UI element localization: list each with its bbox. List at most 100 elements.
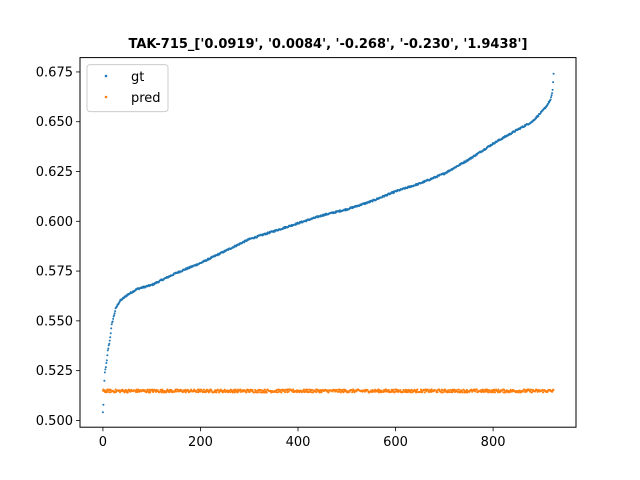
pred-point	[215, 391, 218, 394]
pred-point	[239, 388, 242, 391]
gt-point	[107, 347, 110, 350]
pred-point	[334, 390, 337, 393]
pred-point	[352, 388, 355, 391]
pred-point	[394, 390, 397, 393]
pred-point	[355, 390, 358, 393]
gt-point	[105, 362, 108, 365]
pred-point	[326, 389, 329, 392]
pred-point	[494, 391, 497, 394]
pred-point	[251, 389, 254, 392]
gt-point	[112, 317, 115, 320]
gt-point	[105, 359, 108, 362]
gt-point	[371, 200, 374, 203]
gt-point	[551, 88, 554, 91]
x-axis: 0 200 400 600 800	[99, 427, 506, 450]
pred-point	[199, 390, 202, 393]
pred-point	[486, 388, 489, 391]
pred-point	[530, 388, 533, 391]
gt-point	[546, 104, 549, 107]
pred-point	[392, 388, 395, 391]
pred-point	[287, 390, 290, 393]
gt-point	[552, 72, 555, 75]
gt-point	[101, 411, 104, 414]
pred-point	[542, 391, 545, 394]
pred-point	[409, 391, 412, 394]
pred-point	[438, 388, 441, 391]
pred-point	[108, 391, 111, 394]
gt-point	[256, 236, 259, 239]
gt-point	[108, 342, 111, 345]
pred-point	[286, 388, 289, 391]
gt-point	[539, 112, 542, 115]
gt-point	[549, 98, 552, 101]
pred-point	[447, 389, 450, 392]
pred-point	[312, 391, 315, 394]
pred-point	[331, 390, 334, 393]
gt-point	[114, 310, 117, 313]
pred-point	[474, 390, 477, 393]
pred-point	[126, 391, 129, 394]
gt-point	[102, 403, 105, 406]
x-tick-label: 800	[481, 435, 506, 450]
pred-point	[221, 391, 224, 394]
pred-point	[308, 388, 311, 391]
gt-point	[537, 114, 540, 117]
y-axis: 0.500 0.525 0.550 0.575 0.600 0.625 0.650 0.675	[36, 65, 80, 429]
x-tick-label: 0	[99, 435, 107, 450]
pred-point	[106, 390, 109, 393]
pred-point	[197, 391, 200, 394]
pred-point	[202, 388, 205, 391]
gt-point	[107, 344, 110, 347]
pred-point	[423, 391, 426, 394]
pred-point	[320, 391, 323, 394]
pred-point	[135, 388, 138, 391]
y-tick-label: 0.675	[36, 65, 73, 80]
gt-point	[104, 368, 107, 371]
legend-label-gt: gt	[131, 70, 144, 85]
pred-point	[421, 391, 424, 393]
pred-point	[440, 391, 443, 394]
gt-point	[551, 92, 554, 95]
legend-marker-pred	[104, 95, 108, 99]
gt-point	[103, 371, 106, 374]
gt-point	[550, 94, 553, 97]
pred-point	[280, 391, 283, 394]
pred-point	[265, 391, 268, 394]
gt-point	[103, 379, 106, 382]
pred-point	[342, 390, 345, 393]
pred-point	[302, 388, 305, 391]
legend-label-pred: pred	[131, 91, 161, 106]
gt-point	[109, 332, 112, 335]
gt-point	[547, 102, 550, 105]
pred-point	[327, 391, 330, 394]
y-tick-label: 0.500	[36, 414, 73, 429]
pred-point	[401, 391, 404, 394]
pred-point	[143, 389, 146, 392]
pred-point	[122, 389, 125, 392]
pred-point	[552, 389, 555, 392]
pred-point	[229, 391, 232, 394]
pred-point	[284, 391, 287, 394]
pred-point	[385, 388, 388, 391]
gt-point	[106, 354, 109, 357]
gt-point	[104, 366, 107, 369]
gt-point	[113, 312, 116, 315]
gt-point	[113, 314, 116, 317]
y-tick-label: 0.525	[36, 364, 73, 379]
gt-point	[108, 339, 111, 342]
pred-point	[496, 391, 499, 394]
pred-point	[502, 391, 505, 394]
y-tick-label: 0.575	[36, 265, 73, 280]
gt-point	[110, 323, 113, 326]
pred-point	[353, 391, 356, 394]
gt-point	[110, 327, 113, 330]
pred-point	[279, 389, 282, 392]
pred-point	[420, 389, 423, 392]
pred-point	[233, 391, 236, 394]
legend-marker-gt	[104, 74, 108, 78]
pred-point	[456, 388, 458, 391]
gt-point	[111, 320, 114, 323]
pred-point	[245, 391, 248, 394]
pred-point	[161, 388, 164, 391]
